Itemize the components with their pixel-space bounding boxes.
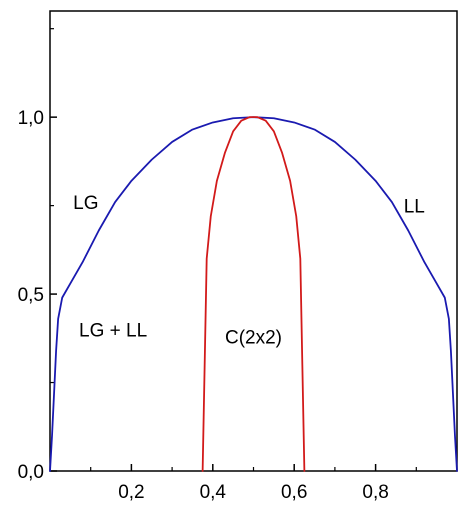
y-axis: 0,0 0,5 1,0	[18, 28, 57, 483]
x-tick-label: 0,4	[200, 482, 227, 503]
series-layer	[49, 116, 458, 472]
y-tick-label: 1,0	[18, 108, 44, 129]
x-tick-label: 0,8	[362, 482, 388, 503]
plot-frame	[49, 10, 458, 472]
x-tick-label: 0,6	[281, 482, 307, 503]
x-tick-label: 0,2	[118, 482, 144, 503]
region-label-lg: LG	[73, 193, 98, 214]
y-tick-label: 0,0	[18, 462, 44, 483]
lg-ll-boundary-curve	[49, 116, 458, 472]
c2x2-boundary-curve	[201, 116, 306, 472]
region-label-ll: LL	[404, 197, 425, 218]
region-label-c2x2: C(2x2)	[225, 328, 282, 349]
annotation-layer: LG LL LG + LL C(2x2)	[73, 193, 425, 348]
x-axis: 0,2 0,4 0,6 0,8	[90, 464, 417, 503]
region-label-lg-ll: LG + LL	[79, 321, 147, 342]
y-tick-label: 0,5	[18, 285, 44, 306]
